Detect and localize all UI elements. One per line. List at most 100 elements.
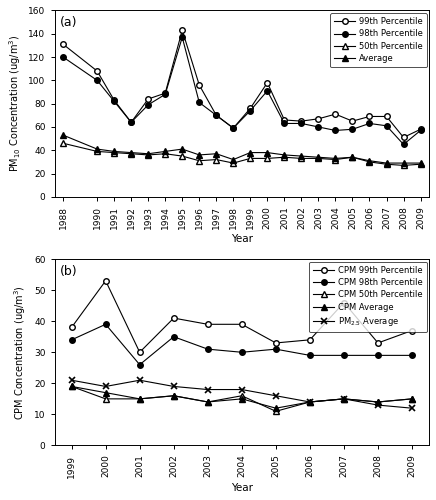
50th Percentile	[418, 161, 423, 167]
CPM 50th Percentile	[307, 399, 313, 405]
CPM 98th Percentile	[409, 352, 415, 358]
CPM 99th Percentile	[307, 337, 313, 343]
X-axis label: Year: Year	[231, 234, 253, 244]
CPM 98th Percentile	[137, 362, 142, 368]
50th Percentile	[333, 156, 338, 162]
CPM Average	[409, 396, 415, 402]
98th Percentile	[333, 128, 338, 134]
50th Percentile	[350, 154, 355, 160]
50th Percentile	[316, 156, 321, 162]
CPM 50th Percentile	[273, 408, 279, 414]
99th Percentile	[95, 68, 100, 74]
Average	[146, 151, 151, 157]
Legend: CPM 99th Percentile, CPM 98th Percentile, CPM 50th Percentile, CPM Average, PM$_: CPM 99th Percentile, CPM 98th Percentile…	[309, 262, 426, 332]
98th Percentile	[214, 112, 219, 118]
CPM Average	[137, 396, 142, 402]
98th Percentile	[61, 54, 66, 60]
Average	[129, 150, 134, 156]
CPM 50th Percentile	[137, 396, 142, 402]
99th Percentile	[316, 116, 321, 122]
CPM Average	[239, 396, 245, 402]
98th Percentile	[146, 102, 151, 108]
Line: CPM 98th Percentile: CPM 98th Percentile	[69, 322, 415, 368]
Average	[265, 150, 270, 156]
99th Percentile	[418, 126, 423, 132]
CPM 50th Percentile	[375, 399, 381, 405]
98th Percentile	[231, 125, 236, 131]
Text: (a): (a)	[60, 16, 78, 29]
Line: CPM 50th Percentile: CPM 50th Percentile	[69, 384, 415, 414]
PM$_{2.5}$ Average	[375, 402, 381, 408]
Line: 50th Percentile: 50th Percentile	[60, 140, 423, 168]
98th Percentile	[248, 108, 253, 114]
99th Percentile	[129, 120, 134, 126]
50th Percentile	[112, 150, 117, 156]
99th Percentile	[401, 134, 406, 140]
50th Percentile	[231, 160, 236, 166]
CPM 99th Percentile	[409, 328, 415, 334]
Average	[248, 150, 253, 156]
98th Percentile	[350, 126, 355, 132]
CPM Average	[307, 399, 313, 405]
50th Percentile	[384, 161, 389, 167]
Average	[163, 148, 168, 154]
Average	[333, 156, 338, 162]
98th Percentile	[180, 34, 185, 40]
CPM 98th Percentile	[205, 346, 211, 352]
Average	[384, 160, 389, 166]
Average	[214, 151, 219, 157]
PM$_{2.5}$ Average	[409, 405, 415, 411]
CPM 98th Percentile	[69, 337, 74, 343]
98th Percentile	[265, 88, 270, 94]
98th Percentile	[282, 120, 287, 126]
99th Percentile	[367, 114, 372, 119]
PM$_{2.5}$ Average	[239, 386, 245, 392]
50th Percentile	[129, 151, 134, 157]
CPM Average	[103, 390, 108, 396]
CPM 50th Percentile	[69, 384, 74, 390]
99th Percentile	[350, 118, 355, 124]
Average	[367, 158, 372, 164]
99th Percentile	[299, 118, 304, 124]
99th Percentile	[265, 80, 270, 86]
CPM 98th Percentile	[375, 352, 381, 358]
PM$_{2.5}$ Average	[69, 377, 74, 383]
CPM 98th Percentile	[307, 352, 313, 358]
CPM 99th Percentile	[137, 350, 142, 356]
98th Percentile	[197, 100, 202, 105]
98th Percentile	[299, 120, 304, 126]
Average	[418, 160, 423, 166]
CPM 99th Percentile	[273, 340, 279, 346]
99th Percentile	[197, 82, 202, 88]
Average	[197, 152, 202, 158]
Line: Average: Average	[60, 132, 423, 166]
PM$_{2.5}$ Average	[103, 384, 108, 390]
98th Percentile	[95, 78, 100, 84]
Line: 98th Percentile: 98th Percentile	[60, 34, 423, 147]
CPM Average	[69, 384, 74, 390]
50th Percentile	[282, 154, 287, 160]
99th Percentile	[384, 114, 389, 119]
CPM 98th Percentile	[341, 352, 347, 358]
X-axis label: Year: Year	[231, 483, 253, 493]
98th Percentile	[401, 142, 406, 148]
99th Percentile	[146, 96, 151, 102]
50th Percentile	[197, 158, 202, 164]
CPM 50th Percentile	[409, 396, 415, 402]
Average	[61, 132, 66, 138]
CPM 98th Percentile	[103, 322, 108, 328]
CPM Average	[341, 396, 347, 402]
Average	[316, 154, 321, 160]
Y-axis label: CPM Concentration (ug/m$^3$): CPM Concentration (ug/m$^3$)	[13, 285, 28, 420]
50th Percentile	[214, 156, 219, 162]
99th Percentile	[112, 97, 117, 103]
99th Percentile	[282, 117, 287, 123]
99th Percentile	[333, 111, 338, 117]
CPM 50th Percentile	[103, 396, 108, 402]
98th Percentile	[112, 98, 117, 104]
98th Percentile	[163, 92, 168, 98]
CPM 99th Percentile	[171, 315, 176, 321]
Line: 99th Percentile: 99th Percentile	[60, 28, 423, 140]
99th Percentile	[248, 106, 253, 112]
PM$_{2.5}$ Average	[205, 386, 211, 392]
